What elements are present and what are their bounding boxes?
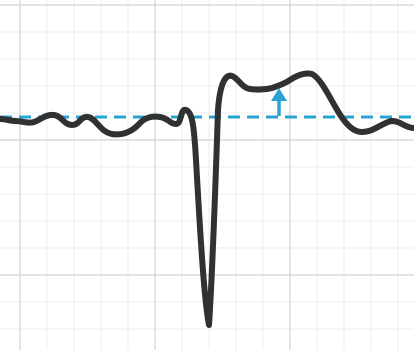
ecg-waveform	[0, 70, 414, 328]
st-elevation-arrow-icon	[271, 88, 287, 116]
